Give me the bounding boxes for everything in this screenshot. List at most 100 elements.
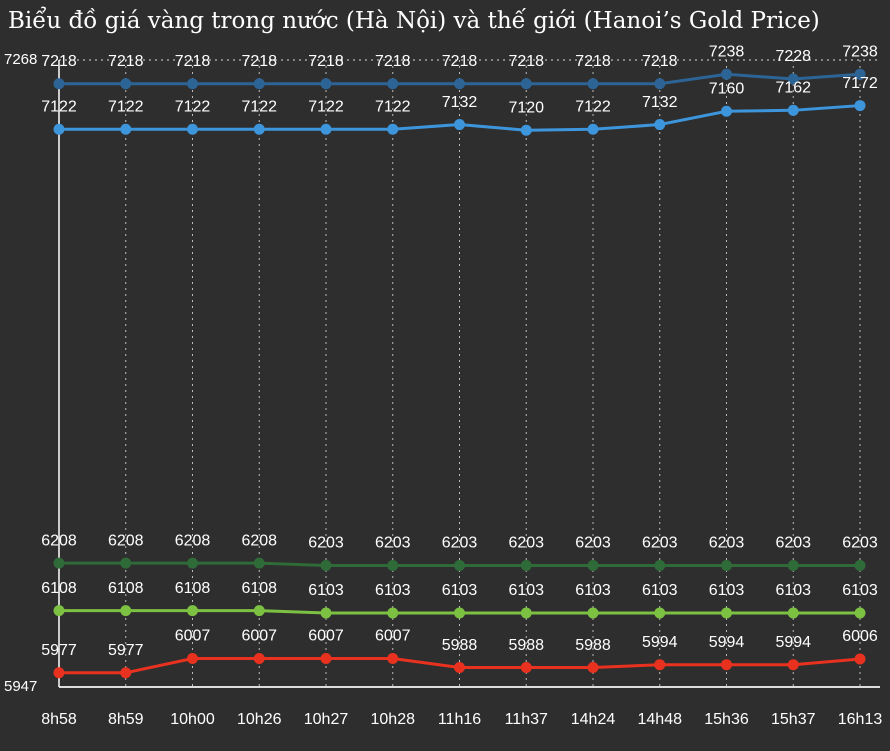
y-tick-label: 7268 xyxy=(4,51,37,68)
data-point xyxy=(120,123,132,135)
data-label: 7228 xyxy=(775,48,811,65)
data-label: 6203 xyxy=(709,535,745,552)
data-label: 6203 xyxy=(508,535,544,552)
data-point xyxy=(320,653,332,665)
data-point xyxy=(787,73,799,85)
data-label: 6203 xyxy=(842,535,878,552)
data-label: 7162 xyxy=(775,80,811,97)
data-point xyxy=(520,607,532,619)
data-point xyxy=(187,557,198,569)
data-point xyxy=(520,78,532,90)
x-tick-label: 10h00 xyxy=(170,711,215,728)
data-label: 6007 xyxy=(175,628,211,645)
data-label: 7132 xyxy=(642,94,678,111)
data-label: 5988 xyxy=(508,637,544,654)
data-label: 7218 xyxy=(108,53,144,70)
data-label: 6203 xyxy=(308,535,344,552)
data-point xyxy=(320,559,332,571)
x-tick-label: 10h28 xyxy=(371,711,416,728)
data-label: 6103 xyxy=(442,582,478,599)
x-tick-label: 8h58 xyxy=(41,711,77,728)
data-label: 6103 xyxy=(842,582,878,599)
data-point xyxy=(187,78,198,90)
data-label: 7160 xyxy=(709,80,745,97)
data-label: 5994 xyxy=(642,634,678,651)
data-label: 7238 xyxy=(709,43,745,60)
data-label: 7218 xyxy=(308,53,344,70)
data-label: 6007 xyxy=(241,628,277,645)
data-label: 7238 xyxy=(842,43,878,60)
data-point xyxy=(120,605,132,617)
data-point xyxy=(320,123,332,135)
data-point xyxy=(721,68,732,80)
data-point xyxy=(120,557,132,569)
data-point xyxy=(454,662,465,674)
x-tick-label: 10h27 xyxy=(304,711,349,728)
data-label: 7218 xyxy=(575,53,611,70)
data-point xyxy=(787,559,799,571)
data-label: 6007 xyxy=(308,628,344,645)
data-point xyxy=(787,104,799,116)
data-label: 6208 xyxy=(241,532,277,549)
data-label: 5977 xyxy=(41,642,77,659)
data-point xyxy=(587,662,599,674)
data-label: 7218 xyxy=(642,53,678,70)
data-point xyxy=(654,607,666,619)
data-point xyxy=(320,78,332,90)
data-point xyxy=(854,100,866,112)
data-label: 5977 xyxy=(108,642,144,659)
data-point xyxy=(187,653,198,665)
data-point xyxy=(520,124,532,136)
data-point xyxy=(53,605,65,617)
data-point xyxy=(387,559,399,571)
data-point xyxy=(520,662,532,674)
data-point xyxy=(587,559,599,571)
x-tick-label: 11h37 xyxy=(505,711,548,728)
data-point xyxy=(787,659,799,671)
data-label: 6203 xyxy=(375,535,411,552)
data-label: 7122 xyxy=(41,99,77,116)
data-label: 7218 xyxy=(375,53,411,70)
data-label: 7122 xyxy=(108,99,144,116)
data-point xyxy=(520,559,532,571)
data-point xyxy=(587,607,599,619)
data-point xyxy=(387,78,399,90)
data-point xyxy=(253,78,265,90)
data-label: 7122 xyxy=(575,99,611,116)
data-point xyxy=(387,123,399,135)
x-tick-label: 16h13 xyxy=(838,711,883,728)
data-point xyxy=(387,653,399,665)
data-label: 7122 xyxy=(241,99,277,116)
data-point xyxy=(854,68,866,80)
data-point xyxy=(721,105,732,117)
data-label: 6203 xyxy=(575,535,611,552)
data-label: 6203 xyxy=(442,535,478,552)
data-point xyxy=(253,557,265,569)
data-label: 7218 xyxy=(442,53,478,70)
data-label: 6103 xyxy=(508,582,544,599)
data-point xyxy=(654,659,666,671)
data-label: 6108 xyxy=(175,580,211,597)
x-tick-label: 14h48 xyxy=(638,711,683,728)
x-tick-label: 14h24 xyxy=(571,711,616,728)
data-point xyxy=(253,653,265,665)
data-point xyxy=(120,78,132,90)
data-label: 6006 xyxy=(842,628,878,645)
data-point xyxy=(187,605,198,617)
x-tick-label: 10h26 xyxy=(237,711,282,728)
data-label: 6103 xyxy=(642,582,678,599)
data-label: 6203 xyxy=(642,535,678,552)
data-label: 7218 xyxy=(508,53,544,70)
data-point xyxy=(854,653,866,665)
data-label: 6108 xyxy=(241,580,277,597)
data-point xyxy=(53,78,65,90)
data-point xyxy=(654,78,666,90)
data-label: 7218 xyxy=(175,53,211,70)
data-label: 6108 xyxy=(108,580,144,597)
data-point xyxy=(854,607,866,619)
data-label: 6103 xyxy=(308,582,344,599)
data-point xyxy=(454,559,465,571)
data-point xyxy=(53,557,65,569)
data-point xyxy=(253,605,265,617)
data-point xyxy=(187,123,198,135)
